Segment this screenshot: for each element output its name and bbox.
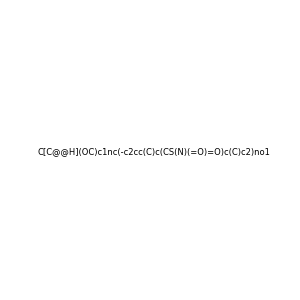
Text: C[C@@H](OC)c1nc(-c2cc(C)c(CS(N)(=O)=O)c(C)c2)no1: C[C@@H](OC)c1nc(-c2cc(C)c(CS(N)(=O)=O)c(… [37, 147, 270, 156]
